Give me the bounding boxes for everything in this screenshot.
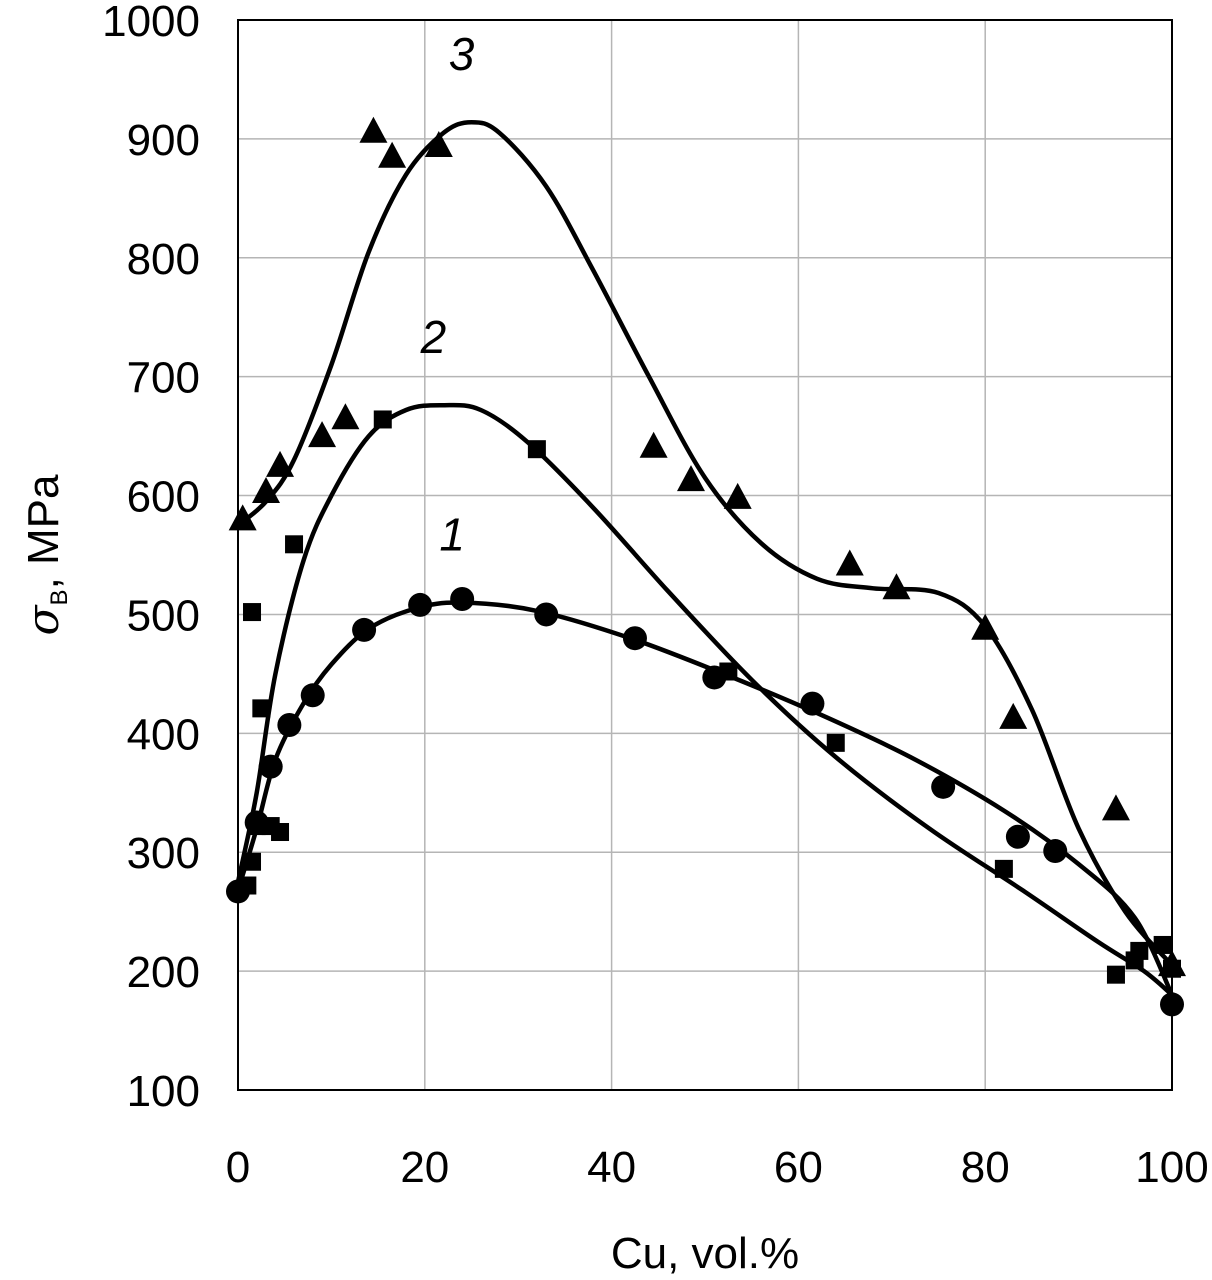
data-point-square xyxy=(527,440,546,459)
y-tick-label: 400 xyxy=(127,710,200,759)
data-point-triangle xyxy=(378,141,407,168)
y-tick-label: 100 xyxy=(127,1067,200,1116)
fit-curve-1 xyxy=(235,600,1175,996)
data-point-circle xyxy=(622,626,647,651)
y-tick-label: 900 xyxy=(127,116,200,165)
data-point-square xyxy=(243,603,262,622)
data-point-square xyxy=(994,859,1013,878)
y-tick-label: 1000 xyxy=(102,0,200,46)
data-point-square xyxy=(243,852,262,871)
y-axis-unit: , MPa xyxy=(19,474,68,589)
data-point-triangle xyxy=(882,573,911,600)
x-tick-label: 0 xyxy=(226,1143,250,1192)
x-tick-label: 60 xyxy=(774,1143,823,1192)
plot-frame xyxy=(237,19,1173,1091)
data-point-circle xyxy=(300,683,325,708)
data-point-square xyxy=(247,817,266,836)
fit-curve-3 xyxy=(236,119,1174,967)
x-tick-label: 40 xyxy=(587,1143,636,1192)
x-tick-label: 20 xyxy=(400,1143,449,1192)
data-point-triangle xyxy=(331,403,360,430)
data-point-square xyxy=(271,823,290,842)
data-point-circle xyxy=(408,592,433,617)
data-point-triangle xyxy=(835,549,864,576)
data-point-triangle xyxy=(252,476,281,503)
data-point-triangle xyxy=(723,482,752,509)
data-point-square xyxy=(719,662,738,681)
data-point-circle xyxy=(931,774,956,799)
y-tick-label: 800 xyxy=(127,235,200,284)
data-point-circle xyxy=(352,617,377,642)
x-axis-title: Cu, vol.% xyxy=(611,1229,799,1278)
y-tick-label: 700 xyxy=(127,354,200,403)
data-point-triangle xyxy=(424,131,453,158)
data-point-circle xyxy=(1005,824,1030,849)
y-axis-subscript: B xyxy=(46,589,73,605)
x-tick-label: 80 xyxy=(961,1143,1010,1192)
data-point-square xyxy=(252,699,271,718)
data-point-square xyxy=(1106,965,1125,984)
y-tick-labels: 100 200 300 400 500 600 700 800 900 1000 xyxy=(102,0,200,1116)
data-point-triangle xyxy=(676,465,705,492)
data-point-triangle xyxy=(999,702,1028,729)
fit-curve-2 xyxy=(235,402,1174,997)
curve-label-2: 2 xyxy=(420,311,447,363)
data-point-triangle xyxy=(308,421,337,448)
data-point-square xyxy=(1130,941,1149,960)
fit-curves xyxy=(235,119,1175,997)
data-point-triangle xyxy=(971,613,1000,640)
data-point-circle xyxy=(450,586,475,611)
data-point-circle xyxy=(800,691,825,716)
curve-label-3: 3 xyxy=(449,28,475,80)
data-point-square xyxy=(285,535,304,554)
y-axis-symbol: σ xyxy=(18,603,69,635)
curve-label-1: 1 xyxy=(439,509,465,561)
y-tick-label: 500 xyxy=(127,591,200,640)
data-point-triangle xyxy=(266,450,295,477)
data-point-square xyxy=(1153,935,1172,954)
x-tick-label: 100 xyxy=(1135,1143,1208,1192)
data-point-triangle xyxy=(1101,794,1130,821)
data-point-circle xyxy=(534,602,559,627)
grid xyxy=(237,19,1173,1091)
data-point-square xyxy=(826,733,845,752)
curve-labels: 1 2 3 xyxy=(420,28,475,560)
data-markers xyxy=(226,116,1186,1017)
data-point-circle xyxy=(1043,839,1068,864)
y-tick-label: 300 xyxy=(127,829,200,878)
data-point-triangle xyxy=(639,431,668,458)
y-tick-label: 600 xyxy=(127,473,200,522)
data-point-square xyxy=(373,410,392,429)
data-point-circle xyxy=(277,713,302,738)
data-point-triangle xyxy=(228,504,257,531)
x-tick-labels: 0 20 40 60 80 100 xyxy=(226,1143,1209,1192)
y-axis-title: σB, MPa xyxy=(18,474,73,636)
y-tick-label: 200 xyxy=(127,948,200,997)
data-point-triangle xyxy=(359,116,388,143)
data-point-circle xyxy=(258,754,283,779)
data-point-square xyxy=(238,876,257,895)
